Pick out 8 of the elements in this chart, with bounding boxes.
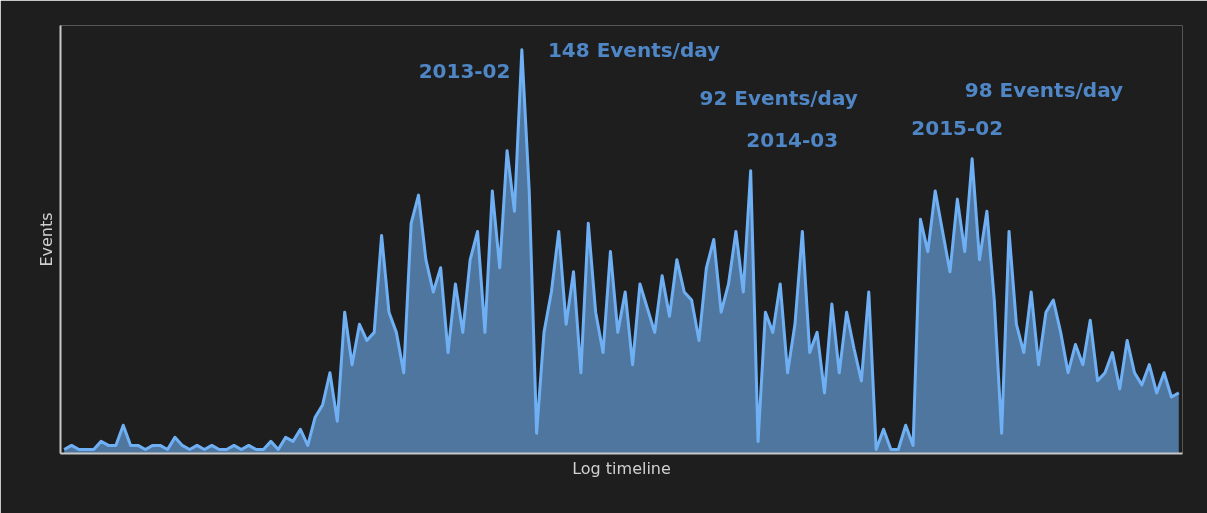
- annotation: 2014-03: [746, 127, 839, 152]
- annotation: 2015-02: [911, 115, 1004, 140]
- annotation: 148 Events/day: [547, 37, 721, 62]
- annotation: 2013-02: [418, 58, 511, 83]
- annotation: 92 Events/day: [699, 86, 858, 111]
- x-axis-title: Log timeline: [572, 458, 671, 478]
- y-axis-title: Events: [36, 212, 56, 267]
- annotation: 98 Events/day: [964, 78, 1124, 103]
